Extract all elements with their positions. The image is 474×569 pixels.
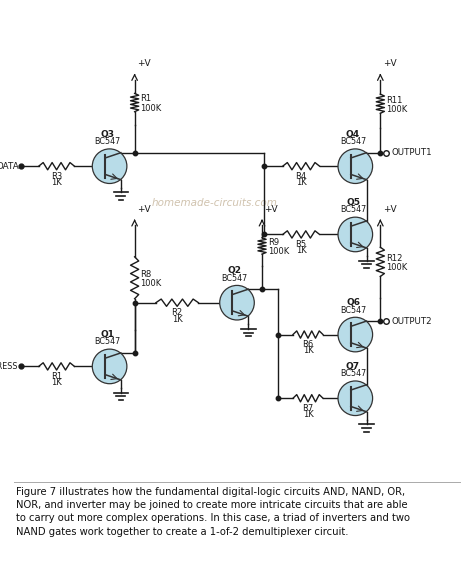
Text: DATA: DATA (0, 162, 18, 171)
Text: BC547: BC547 (340, 137, 366, 146)
Text: 1K: 1K (51, 178, 62, 187)
Text: R12: R12 (386, 254, 402, 263)
Text: Q5: Q5 (346, 198, 360, 207)
Text: +V: +V (264, 204, 278, 213)
Text: R4: R4 (296, 172, 307, 180)
Text: Q4: Q4 (346, 130, 360, 139)
Text: +V: +V (137, 59, 151, 68)
Text: 1K: 1K (296, 178, 307, 187)
Text: 100K: 100K (140, 279, 162, 288)
Text: R9: R9 (268, 238, 279, 247)
Text: BC547: BC547 (94, 137, 120, 146)
Circle shape (92, 149, 127, 183)
Text: 1K: 1K (172, 315, 182, 324)
Text: +V: +V (383, 204, 396, 213)
Text: BC547: BC547 (222, 274, 248, 283)
Text: BC547: BC547 (340, 369, 366, 378)
Circle shape (338, 381, 373, 415)
Text: R11: R11 (386, 96, 402, 105)
Text: R1: R1 (51, 372, 62, 381)
Text: R7: R7 (302, 404, 314, 413)
Text: +V: +V (383, 59, 396, 68)
Text: +V: +V (137, 204, 151, 213)
Text: Q2: Q2 (228, 266, 242, 275)
Text: 100K: 100K (140, 104, 162, 113)
Text: R2: R2 (172, 308, 182, 317)
Text: BC547: BC547 (340, 205, 366, 215)
Text: Figure 7 illustrates how the fundamental digital-logic circuits AND, NAND, OR,
N: Figure 7 illustrates how the fundamental… (16, 487, 410, 537)
Circle shape (220, 286, 254, 320)
Text: 1K: 1K (302, 410, 313, 419)
Text: Q7: Q7 (346, 362, 360, 371)
Text: Q1: Q1 (100, 330, 114, 339)
Text: 1K: 1K (296, 246, 307, 255)
Text: OUTPUT1: OUTPUT1 (391, 148, 432, 157)
Text: BC547: BC547 (340, 306, 366, 315)
Text: R8: R8 (140, 270, 152, 279)
Text: 100K: 100K (268, 247, 289, 256)
Text: R5: R5 (296, 240, 307, 249)
Text: R1: R1 (140, 94, 152, 104)
Text: 100K: 100K (386, 105, 408, 114)
Text: R3: R3 (51, 172, 62, 180)
Circle shape (338, 217, 373, 251)
Text: R6: R6 (302, 340, 314, 349)
Text: BC547: BC547 (94, 337, 120, 347)
Text: Q3: Q3 (100, 130, 114, 139)
Text: 1K: 1K (51, 378, 62, 387)
Circle shape (92, 349, 127, 384)
Text: 1K: 1K (302, 347, 313, 356)
Text: 100K: 100K (386, 263, 408, 272)
Text: OUTPUT2: OUTPUT2 (391, 316, 432, 325)
Text: ADDRESS: ADDRESS (0, 362, 18, 371)
Circle shape (338, 149, 373, 183)
Text: homemade-circuits.com: homemade-circuits.com (151, 197, 277, 208)
Circle shape (338, 318, 373, 352)
Text: Q6: Q6 (346, 298, 360, 307)
